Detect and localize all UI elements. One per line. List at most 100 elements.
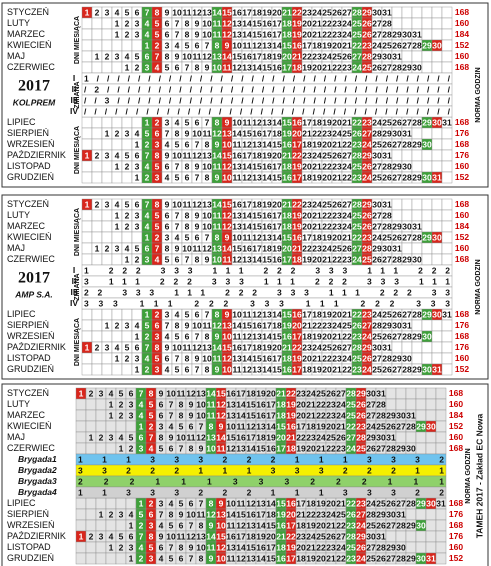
day-number: 12 xyxy=(222,18,232,28)
day-number: 30 xyxy=(402,353,412,363)
day-number: 1 xyxy=(145,117,150,127)
day-cell xyxy=(91,220,103,233)
day-cell xyxy=(441,363,453,376)
day-number: 6 xyxy=(165,29,170,39)
day-number: 17 xyxy=(302,117,312,127)
month-name: LIPIEC xyxy=(7,117,36,127)
day-number: 12 xyxy=(222,353,232,363)
day-number: 26 xyxy=(392,40,402,50)
day-number: 8 xyxy=(195,62,200,72)
day-number: 25 xyxy=(352,221,362,231)
day-number: 14 xyxy=(216,432,226,442)
day-cell xyxy=(441,242,453,255)
day-number: 8 xyxy=(199,553,204,563)
day-number: 19 xyxy=(262,199,272,209)
day-number: 14 xyxy=(262,139,272,149)
day-number: 20 xyxy=(322,364,332,374)
day-number: 17 xyxy=(272,221,282,231)
day-number: 22 xyxy=(296,432,306,442)
day-cell xyxy=(81,138,93,151)
day-number: 23 xyxy=(296,388,306,398)
day-number: 3 xyxy=(149,520,154,530)
day-number: 7 xyxy=(205,117,210,127)
day-number: 28 xyxy=(376,410,386,420)
day-number: 24 xyxy=(336,410,346,420)
day-number: 11 xyxy=(177,531,186,541)
day-number: 3 xyxy=(135,353,140,363)
day-number: 21 xyxy=(332,139,342,149)
day-number: 10 xyxy=(172,342,182,352)
day-number: 3 xyxy=(105,199,110,209)
day-cell xyxy=(131,231,143,244)
day-number: 30 xyxy=(422,331,432,341)
day-number: 2 xyxy=(155,309,160,319)
day-number: 4 xyxy=(155,254,160,264)
day-number: 24 xyxy=(362,139,372,149)
day-number: 6 xyxy=(135,342,140,352)
month-hours: 168 xyxy=(455,117,469,127)
day-number: 2 xyxy=(125,221,130,231)
day-number: 30 xyxy=(396,410,406,420)
day-number: 3 xyxy=(149,553,154,563)
month-hours: 152 xyxy=(455,172,469,182)
day-number: 30 xyxy=(422,139,432,149)
day-number: 7 xyxy=(175,210,180,220)
day-number: 27 xyxy=(336,531,346,541)
day-number: 26 xyxy=(356,410,366,420)
day-number: 13 xyxy=(232,353,242,363)
day-number: 1 xyxy=(145,309,150,319)
day-number: 5 xyxy=(169,520,174,530)
month-hours: 176 xyxy=(449,531,463,541)
day-number: 15 xyxy=(252,18,262,28)
day-number: 22 xyxy=(316,399,326,409)
day-number: 10 xyxy=(192,320,202,330)
day-number: 27 xyxy=(402,232,412,242)
day-number: 8 xyxy=(175,128,180,138)
day-cell xyxy=(91,127,103,140)
day-number: 4 xyxy=(165,172,170,182)
day-number: 21 xyxy=(332,331,342,341)
day-number: 7 xyxy=(175,221,180,231)
month-hours: 160 xyxy=(449,432,463,442)
day-number: 12 xyxy=(252,232,262,242)
day-number: 31 xyxy=(376,531,386,541)
day-number: 22 xyxy=(346,421,356,431)
day-cell xyxy=(411,160,423,173)
day-cell xyxy=(435,552,447,565)
day-number: 6 xyxy=(189,421,194,431)
day-number: 28 xyxy=(406,498,416,508)
day-number: 18 xyxy=(252,150,262,160)
day-number: 29 xyxy=(376,509,386,519)
day-cell xyxy=(391,341,403,354)
month-name: CZERWIEC xyxy=(7,254,55,264)
day-number: 24 xyxy=(332,320,342,330)
day-number: 19 xyxy=(286,399,296,409)
month-name: MARZEC xyxy=(7,410,46,420)
day-number: 7 xyxy=(199,498,204,508)
day-number: 26 xyxy=(332,342,342,352)
day-number: 10 xyxy=(202,353,212,363)
day-number: 31 xyxy=(392,51,402,61)
day-number: 5 xyxy=(185,309,190,319)
day-cell xyxy=(101,39,113,52)
day-number: 26 xyxy=(386,421,396,431)
day-number: 14 xyxy=(242,161,252,171)
day-number: 18 xyxy=(282,221,292,231)
day-number: 8 xyxy=(185,353,190,363)
day-number: 19 xyxy=(296,443,306,453)
day-number: 27 xyxy=(352,243,362,253)
day-number: 7 xyxy=(205,309,210,319)
day-number: 5 xyxy=(175,172,180,182)
day-number: 27 xyxy=(342,342,352,352)
day-number: 27 xyxy=(392,172,402,182)
day-number: 27 xyxy=(352,51,362,61)
day-number: 16 xyxy=(236,432,246,442)
day-number: 22 xyxy=(286,388,296,398)
day-cell xyxy=(401,341,413,354)
day-cell xyxy=(115,552,127,565)
day-number: 11 xyxy=(193,243,202,253)
day-cell xyxy=(431,341,443,354)
day-number: 26 xyxy=(382,331,392,341)
day-number: 20 xyxy=(282,51,292,61)
day-number: 8 xyxy=(185,29,190,39)
